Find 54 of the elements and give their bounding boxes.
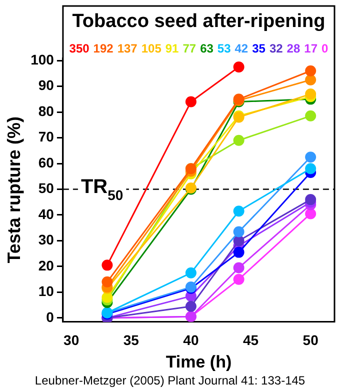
- text: 35: [252, 41, 266, 56]
- point: [233, 206, 244, 217]
- x-tick-label: 45: [242, 332, 259, 348]
- point: [305, 74, 316, 86]
- text: Leubner-Metzger (2005) Plant Journal 41: 133-145: [34, 373, 306, 388]
- chart-title: Tobacco seed after-ripening: [72, 11, 326, 32]
- y-tick-label: 10: [38, 283, 54, 300]
- point: [102, 276, 113, 288]
- y-axis-title: Testa rupture (%): [4, 116, 24, 264]
- text: 192: [93, 41, 114, 56]
- y-tick-label: 80: [38, 102, 54, 119]
- point: [305, 65, 316, 76]
- point: [305, 152, 316, 163]
- x-tick-label: 35: [123, 332, 140, 348]
- text: 0: [322, 41, 328, 56]
- point: [185, 300, 196, 312]
- text: 63: [200, 41, 214, 56]
- y-tick-label: 40: [38, 206, 54, 222]
- y-tick-label: 50: [38, 180, 54, 196]
- text: 53: [217, 41, 232, 56]
- point: [185, 96, 196, 108]
- point: [102, 260, 113, 271]
- y-tick-label: 60: [38, 154, 54, 170]
- y-tick-label: 70: [38, 128, 54, 145]
- y-tick-label: 30: [38, 232, 54, 248]
- point: [233, 274, 244, 285]
- y-tick-label: 0: [46, 308, 54, 325]
- text: 350: [69, 41, 90, 56]
- point: [305, 194, 316, 206]
- y-tick-label: 90: [38, 77, 54, 94]
- point: [233, 62, 244, 73]
- x-axis-title: Time (h): [166, 352, 232, 372]
- text: 42: [234, 41, 248, 56]
- point: [305, 163, 316, 174]
- point: [102, 292, 113, 303]
- text: 28: [286, 41, 300, 56]
- point: [233, 226, 244, 238]
- text: 137: [117, 41, 138, 56]
- text: 91: [165, 41, 180, 56]
- point: [233, 262, 244, 274]
- x-tick-label: 50: [302, 332, 319, 348]
- y-tick-label: 20: [38, 257, 54, 274]
- x-tick-label: 30: [64, 332, 80, 348]
- text: 77: [182, 41, 196, 56]
- point: [305, 88, 316, 100]
- point: [233, 134, 244, 146]
- point: [233, 246, 244, 258]
- point: [305, 110, 316, 122]
- text: 32: [269, 41, 284, 56]
- text: 17: [304, 41, 318, 56]
- text: 105: [141, 41, 162, 56]
- y-tick-label: 100: [30, 51, 54, 68]
- x-tick-label: 40: [183, 332, 199, 348]
- point: [185, 267, 196, 278]
